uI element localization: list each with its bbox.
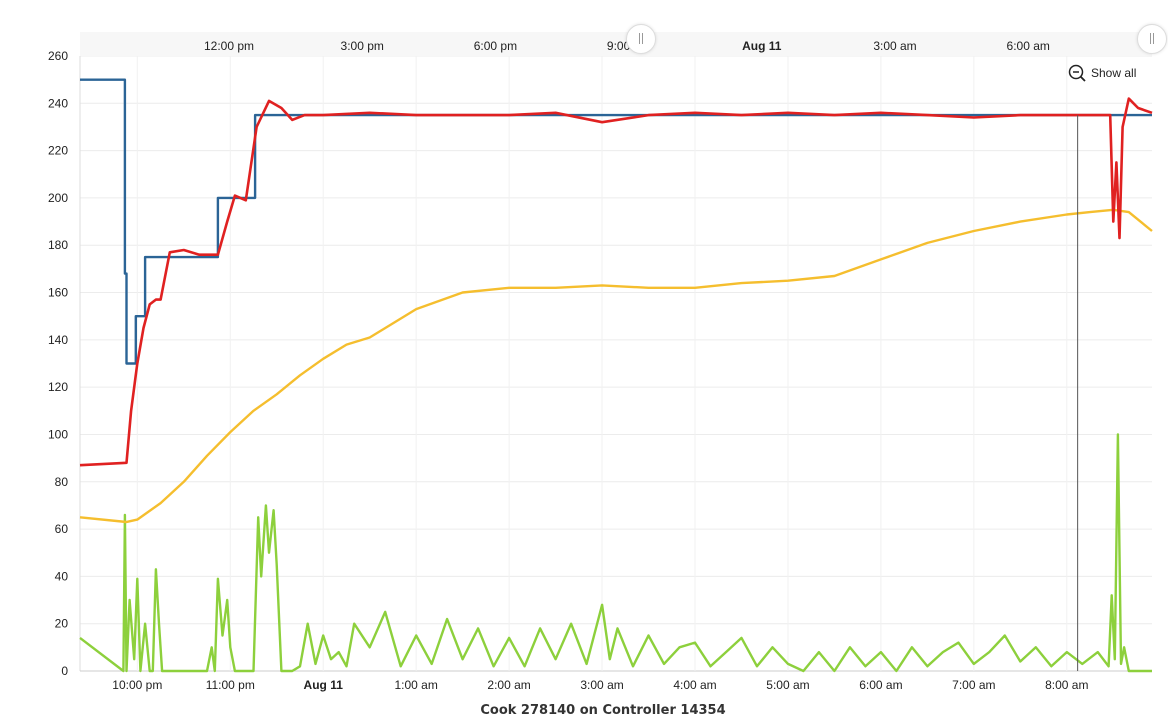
navigator-band bbox=[80, 32, 1152, 56]
x-tick-label: 6:00 am bbox=[859, 678, 902, 692]
series-group bbox=[79, 78, 1153, 673]
navigator-tick-label: 12:00 pm bbox=[204, 39, 254, 53]
navigator-background bbox=[80, 32, 1152, 56]
navigator-tick-label: 6:00 pm bbox=[474, 39, 517, 53]
y-tick-label: 20 bbox=[55, 617, 69, 631]
x-tick-label: Aug 11 bbox=[304, 678, 344, 692]
y-tick-label: 220 bbox=[48, 144, 68, 158]
y-tick-label: 260 bbox=[48, 49, 68, 63]
navigator-tick-label: 3:00 am bbox=[873, 39, 916, 53]
x-tick-label: 8:00 am bbox=[1045, 678, 1088, 692]
x-tick-label: 3:00 am bbox=[580, 678, 623, 692]
zoom-out-icon bbox=[1068, 64, 1086, 82]
chart-title: Cook 278140 on Controller 14354 bbox=[480, 703, 726, 718]
y-tick-label: 200 bbox=[48, 191, 68, 205]
navigator-tick-label: Aug 11 bbox=[742, 39, 782, 53]
series-line-2 bbox=[79, 208, 1153, 524]
x-tick-label: 5:00 am bbox=[766, 678, 809, 692]
y-tick-label: 40 bbox=[55, 569, 69, 583]
series-line-3 bbox=[79, 433, 1152, 673]
y-tick-label: 80 bbox=[55, 475, 69, 489]
navigator-tick-label: 6:00 am bbox=[1007, 39, 1050, 53]
series-line-1 bbox=[79, 97, 1153, 467]
y-tick-label: 240 bbox=[48, 96, 68, 110]
grid bbox=[79, 55, 1152, 672]
y-tick-label: 100 bbox=[48, 427, 68, 441]
x-tick-label: 11:00 pm bbox=[206, 678, 255, 692]
x-axis: 10:00 pm 11:00 pm Aug 11 1:00 am 2:00 am 3:00… bbox=[112, 678, 1088, 692]
y-tick-label: 140 bbox=[48, 333, 68, 347]
y-tick-label: 120 bbox=[48, 380, 68, 394]
y-tick-label: 0 bbox=[61, 664, 68, 678]
x-tick-label: 10:00 pm bbox=[112, 678, 162, 692]
y-axis: 0 20 40 60 80 100 120 140 160 180 200 220 240 260 bbox=[48, 49, 68, 678]
navigator-handle-left[interactable] bbox=[626, 24, 656, 54]
navigator-tick-label: 3:00 pm bbox=[341, 39, 384, 53]
show-all-button[interactable]: Show all bbox=[1068, 62, 1136, 84]
x-tick-label: 2:00 am bbox=[487, 678, 530, 692]
y-tick-label: 160 bbox=[48, 286, 68, 300]
x-tick-label: 4:00 am bbox=[673, 678, 716, 692]
show-all-label: Show all bbox=[1091, 66, 1137, 80]
y-tick-label: 180 bbox=[48, 238, 68, 252]
x-tick-label: 7:00 am bbox=[952, 678, 995, 692]
y-tick-label: 60 bbox=[55, 522, 69, 536]
x-tick-label: 1:00 am bbox=[394, 678, 437, 692]
navigator-handle-right[interactable] bbox=[1137, 24, 1167, 54]
series-line-0 bbox=[80, 78, 1152, 365]
